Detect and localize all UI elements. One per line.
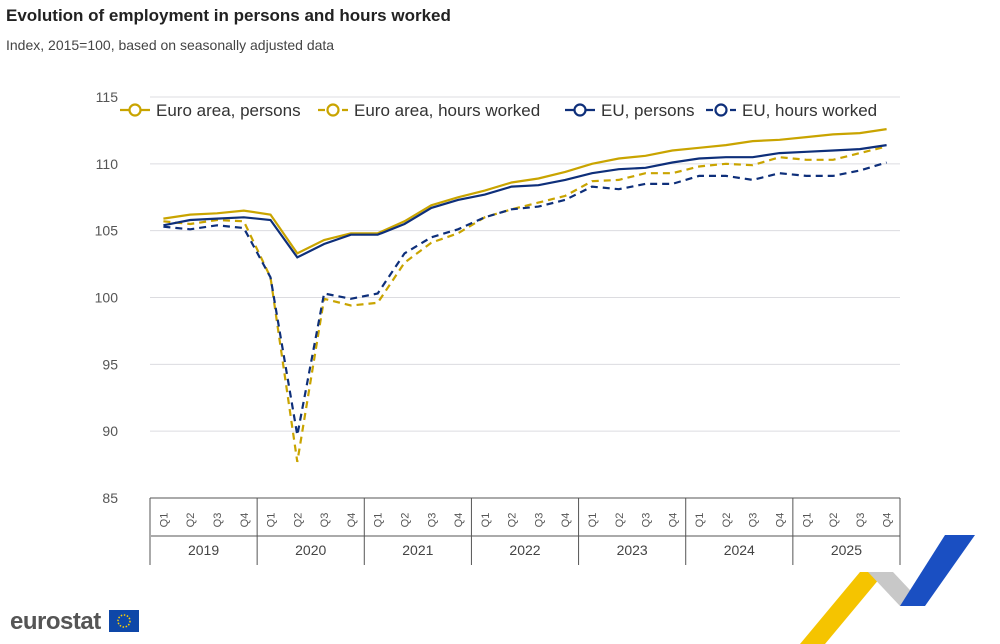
y-tick-label: 110 bbox=[96, 156, 119, 172]
x-tick-label: Q3 bbox=[641, 513, 653, 528]
logo-text: eurostat bbox=[10, 608, 101, 635]
chart-title: Evolution of employment in persons and h… bbox=[6, 6, 451, 25]
x-tick-label: Q2 bbox=[399, 513, 411, 528]
x-tick-label: Q3 bbox=[748, 513, 760, 528]
y-tick-label: 100 bbox=[95, 290, 119, 306]
brand-chevron-blue-icon bbox=[900, 535, 975, 606]
series-line-eu-hours-worked bbox=[163, 161, 887, 436]
x-year-label: 2020 bbox=[295, 542, 326, 558]
legend-marker-icon bbox=[714, 103, 728, 117]
x-year-label: 2025 bbox=[831, 542, 862, 558]
x-tick-label: Q2 bbox=[614, 513, 626, 528]
x-tick-label: Q1 bbox=[587, 513, 599, 528]
legend-marker-icon bbox=[326, 103, 340, 117]
x-tick-label: Q4 bbox=[453, 513, 465, 528]
x-tick-label: Q4 bbox=[239, 513, 251, 528]
chart-subtitle: Index, 2015=100, based on seasonally adj… bbox=[6, 37, 335, 53]
x-tick-label: Q3 bbox=[533, 513, 545, 528]
x-tick-label: Q2 bbox=[828, 513, 840, 528]
x-tick-label: Q3 bbox=[319, 513, 331, 528]
y-tick-label: 115 bbox=[96, 89, 119, 105]
y-tick-label: 85 bbox=[102, 490, 118, 506]
y-tick-label: 95 bbox=[102, 356, 118, 372]
x-year-label: 2022 bbox=[509, 542, 540, 558]
legend-marker-icon bbox=[128, 103, 142, 117]
x-tick-label: Q2 bbox=[721, 513, 733, 528]
eurostat-logo: eurostat bbox=[10, 608, 139, 636]
x-tick-label: Q2 bbox=[507, 513, 519, 528]
y-tick-label: 90 bbox=[102, 423, 118, 439]
x-tick-label: Q4 bbox=[774, 513, 786, 528]
x-tick-label: Q2 bbox=[292, 513, 304, 528]
legend-label: Euro area, persons bbox=[156, 101, 301, 120]
y-tick-label: 105 bbox=[95, 223, 119, 239]
x-tick-label: Q2 bbox=[185, 513, 197, 528]
x-tick-label: Q3 bbox=[855, 513, 867, 528]
x-year-label: 2023 bbox=[617, 542, 648, 558]
series-line-euro-area-hours-worked bbox=[163, 145, 887, 463]
x-tick-label: Q1 bbox=[480, 513, 492, 528]
series-line-euro-area-persons bbox=[163, 128, 887, 255]
x-year-label: 2021 bbox=[402, 542, 433, 558]
x-year-label: 2019 bbox=[188, 542, 219, 558]
x-tick-label: Q4 bbox=[882, 513, 894, 528]
legend-label: EU, persons bbox=[601, 101, 695, 120]
x-tick-label: Q1 bbox=[266, 513, 278, 528]
brand-chevron-yellow-icon bbox=[800, 572, 885, 644]
x-tick-label: Q1 bbox=[801, 513, 813, 528]
x-tick-label: Q4 bbox=[560, 513, 572, 528]
x-tick-label: Q4 bbox=[346, 513, 358, 528]
legend-label: Euro area, hours worked bbox=[354, 101, 540, 120]
x-tick-label: Q1 bbox=[158, 513, 170, 528]
legend-label: EU, hours worked bbox=[742, 101, 877, 120]
legend-marker-icon bbox=[573, 103, 587, 117]
x-tick-label: Q3 bbox=[426, 513, 438, 528]
x-tick-label: Q1 bbox=[373, 513, 385, 528]
series-line-eu-persons bbox=[163, 144, 887, 259]
x-tick-label: Q3 bbox=[212, 513, 224, 528]
x-tick-label: Q4 bbox=[667, 513, 679, 528]
x-year-label: 2024 bbox=[724, 542, 755, 558]
x-tick-label: Q1 bbox=[694, 513, 706, 528]
eu-flag-icon bbox=[108, 610, 139, 632]
